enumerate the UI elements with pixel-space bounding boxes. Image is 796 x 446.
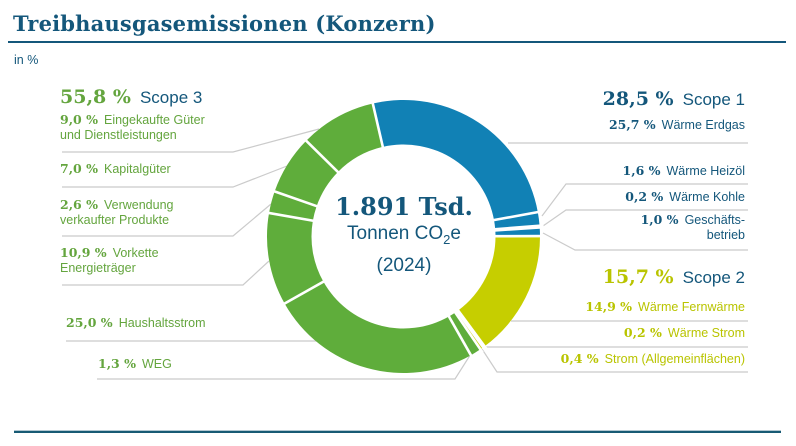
unit-label: in %	[14, 53, 39, 67]
callout-label: Haushaltsstrom	[118, 316, 206, 330]
center-unit-line: Tonnen CO2e	[312, 221, 496, 253]
segment-w-rme-heiz-l	[494, 212, 540, 230]
title-underline	[8, 41, 786, 43]
callout-label: Wärme Kohle	[669, 190, 745, 204]
segment-separator	[370, 99, 385, 152]
callout-label: WEG	[141, 357, 172, 371]
leader-line	[97, 348, 475, 380]
scope1-name: Scope 1	[682, 90, 745, 109]
callout-pct: 25,0 %	[66, 315, 113, 330]
segment-gesch-ftsbetrieb	[495, 227, 540, 237]
callout-label: Wärme Erdgas	[661, 118, 745, 132]
callout-label: Verwendung verkaufter Produkte	[60, 198, 174, 227]
center-total-value: 1.891 Tsd.	[335, 192, 473, 221]
callout-weg: 1,3 % WEG	[98, 356, 258, 372]
segment-separator	[489, 210, 542, 223]
callout-waerme-strom: 0,2 % Wärme Strom	[623, 325, 745, 341]
callout-label: Wärme Fernwärme	[638, 300, 745, 314]
scope1-header: 28,5 % Scope 1	[603, 88, 745, 110]
callout-pct: 2,6 %	[60, 197, 98, 212]
leader-line	[541, 183, 748, 217]
leader-lines	[62, 128, 748, 380]
segment-weg	[448, 312, 481, 356]
segment-w-rme-fernw-rme	[458, 236, 540, 347]
leader-line	[542, 232, 748, 251]
scope1-percent: 28,5 %	[602, 88, 674, 110]
callout-pct: 7,0 %	[60, 161, 98, 176]
segment-separator	[453, 307, 487, 352]
callout-waerme-kohle: 0,2 % Wärme Kohle	[625, 189, 745, 205]
segment-separator	[445, 312, 475, 360]
callout-pct: 1,6 %	[622, 163, 661, 178]
segment-separators	[264, 99, 545, 360]
callout-pct: 14,9 %	[585, 299, 633, 314]
segment-verwendung-verkaufter-produkte	[269, 191, 317, 221]
callout-label: Vorkette Energieträger	[60, 246, 159, 275]
callout-haushaltsstrom: 25,0 % Haushaltsstrom	[66, 315, 296, 331]
callout-label: Kapitalgüter	[103, 162, 171, 176]
callout-pct: 25,7 %	[608, 117, 656, 132]
segment-w-rme-erdgas	[372, 100, 538, 221]
leader-line	[542, 209, 748, 227]
callout-strom-allgemeinflaechen: 0,4 % Strom (Allgemeinflächen)	[560, 351, 745, 367]
leader-line	[62, 128, 320, 153]
donut-center-label: 1.891 Tsd. Tonnen CO2e (2024)	[312, 193, 496, 279]
leader-line	[62, 165, 288, 188]
callout-pct: 0,2 %	[623, 325, 662, 340]
segment-haushaltsstrom	[284, 281, 471, 373]
segment-separator	[451, 308, 484, 354]
scope2-name: Scope 2	[682, 268, 745, 287]
center-unit-post: e	[450, 223, 461, 244]
leader-line	[62, 203, 272, 237]
leader-line	[62, 260, 270, 286]
scope3-percent: 55,8 %	[60, 86, 131, 108]
center-year: (2024)	[376, 254, 432, 276]
callout-pct: 1,3 %	[98, 356, 136, 371]
segment-separator	[491, 225, 544, 232]
segment-separator	[270, 188, 321, 209]
callout-label: Geschäfts- betrieb	[684, 213, 745, 242]
callout-pct: 9,0 %	[60, 112, 98, 127]
callout-label: Strom (Allgemeinflächen)	[604, 352, 745, 366]
callout-kapitalgueter: 7,0 % Kapitalgüter	[60, 161, 255, 177]
segment-vorkette-energietr-ger	[267, 213, 324, 304]
segment-separator	[302, 137, 342, 176]
callout-label: Wärme Strom	[667, 326, 745, 340]
callout-eingekaufte-gueter: 9,0 % Eingekaufte Güter und Dienstleistun…	[60, 112, 255, 142]
callout-verwendung-verkaufter-produkte: 2,6 % Verwendung verkaufter Produkte	[60, 197, 255, 227]
leader-line	[481, 348, 748, 373]
segment-separator	[280, 278, 328, 307]
callout-waerme-erdgas: 25,7 % Wärme Erdgas	[608, 117, 745, 133]
center-unit-pre: Tonnen CO	[347, 223, 444, 244]
callout-geschaeftsbetrieb: 1,0 % Geschäfts- betrieb	[640, 212, 745, 242]
page-title: Treibhausgasemissionen (Konzern)	[13, 11, 436, 36]
callout-waerme-heizoel: 1,6 % Wärme Heizöl	[622, 163, 746, 179]
callout-pct: 0,4 %	[560, 351, 599, 366]
callout-pct: 1,0 %	[640, 212, 679, 227]
callout-vorkette-energietraeger: 10,9 % Vorkette Energieträger	[60, 245, 255, 275]
segment-separator	[264, 211, 318, 223]
scope2-header: 15,7 % Scope 2	[603, 266, 745, 288]
scope2-percent: 15,7 %	[602, 266, 674, 288]
segment-eingekaufte-g-ter-und-dienstleistungen	[306, 103, 383, 172]
callout-pct: 0,2 %	[625, 189, 664, 204]
scope3-header: 55,8 % Scope 3	[60, 86, 202, 108]
scope3-name: Scope 3	[139, 88, 203, 107]
center-unit-sub: 2	[443, 231, 451, 247]
footer-rule	[14, 430, 781, 433]
callout-waerme-fernwaerme: 14,9 % Wärme Fernwärme	[585, 299, 745, 315]
callout-pct: 10,9 %	[60, 245, 107, 260]
callout-label: Wärme Heizöl	[666, 164, 746, 178]
callout-label: Eingekaufte Güter und Dienstleistungen	[60, 113, 205, 142]
